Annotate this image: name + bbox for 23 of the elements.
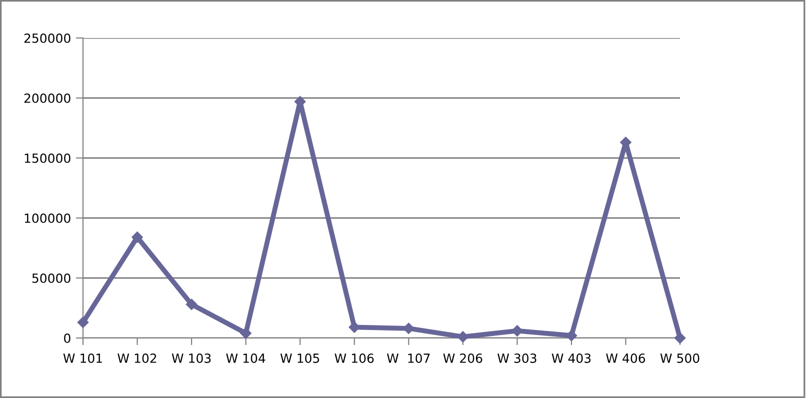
point xyxy=(512,325,523,336)
x-tick-label: W 206 xyxy=(443,354,482,363)
x-tick-label: W 104 xyxy=(226,354,266,363)
y-tick-label: 0 xyxy=(64,333,70,343)
x-tick-label: W 406 xyxy=(606,354,646,363)
x-tick-label: W 106 xyxy=(334,354,374,363)
x-tick-label: W 101 xyxy=(63,354,102,363)
x-tick-label: W 102 xyxy=(118,354,156,363)
y-tick-label: 200000 xyxy=(24,93,70,103)
x-tick-label: W 105 xyxy=(280,354,320,363)
y-tick-label: 250000 xyxy=(24,33,70,43)
x-tick-label: W 403 xyxy=(552,354,591,363)
x-tick-label: W 107 xyxy=(386,354,430,363)
y-tick-label: 150000 xyxy=(24,153,70,163)
x-tick-label: W 103 xyxy=(172,354,211,363)
y-tick-label: 50000 xyxy=(32,273,70,283)
x-tick-label: W 500 xyxy=(660,354,700,363)
point xyxy=(240,328,252,339)
x-tick-label: W 303 xyxy=(498,354,536,363)
point xyxy=(186,298,198,310)
point xyxy=(77,316,89,328)
y-tick-label: 100000 xyxy=(24,213,70,223)
point xyxy=(132,232,143,243)
